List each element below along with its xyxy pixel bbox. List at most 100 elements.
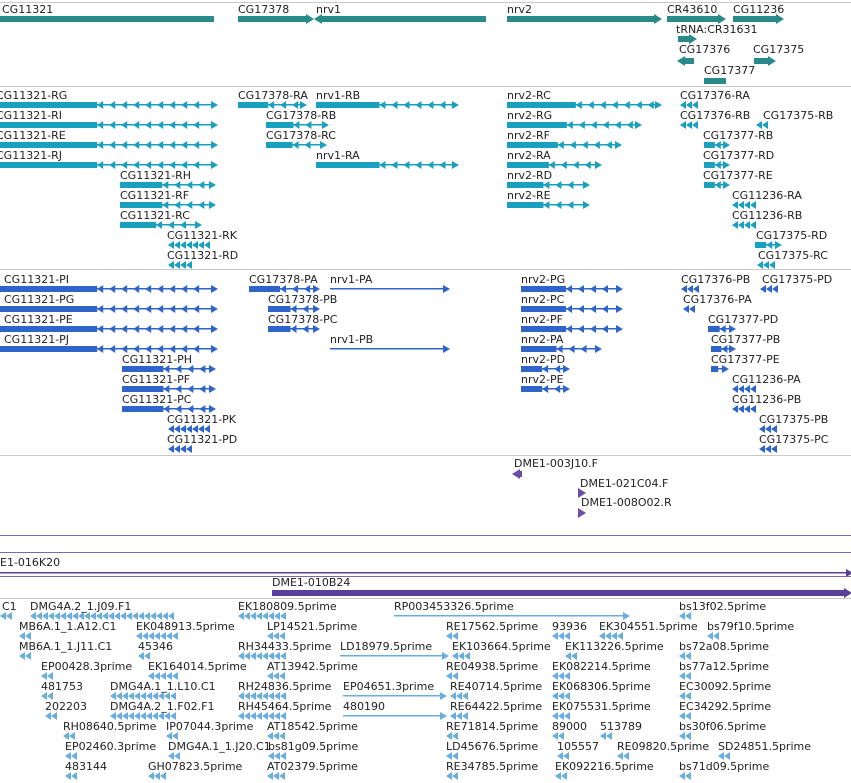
proteins-feature-label[interactable]: nrv1-PB (330, 333, 374, 346)
ests-feature-label[interactable]: bs77a12.5prime (679, 660, 769, 673)
ests-feature-glyph[interactable] (448, 711, 476, 721)
ests-feature-label[interactable]: EC34292.5prime (679, 700, 772, 713)
genes-feature-glyph[interactable] (677, 56, 700, 66)
proteins-feature-glyph[interactable] (519, 284, 627, 294)
genes-feature-label[interactable]: nrv1 (316, 3, 342, 16)
transcripts-feature-label[interactable]: nrv2-RE (507, 189, 551, 202)
ests-feature-glyph[interactable] (550, 671, 576, 681)
ests-feature-label[interactable]: EK092216.5prime (555, 760, 654, 773)
proteins-feature-glyph[interactable] (0, 284, 222, 294)
transcripts-feature-label[interactable]: CG17375-RC (758, 249, 828, 262)
ests-feature-label[interactable]: RE34785.5prime (446, 760, 539, 773)
proteins-feature-glyph[interactable] (681, 304, 701, 314)
ests-feature-label[interactable]: RE09820.5prime (617, 740, 710, 753)
ests-feature-glyph[interactable] (563, 651, 586, 661)
ests-feature-label[interactable]: SD24851.5prime (718, 740, 811, 753)
ests-feature-glyph[interactable] (553, 771, 576, 781)
proteins-feature-glyph[interactable] (166, 444, 201, 454)
proteins-feature-label[interactable]: CG11321-PJ (4, 333, 70, 346)
proteins-feature-label[interactable]: CG17375-PC (759, 433, 829, 446)
transcripts-feature-label[interactable]: CG17378-RC (266, 129, 336, 142)
genes-feature-glyph[interactable] (702, 76, 732, 86)
ests-feature-glyph[interactable] (136, 651, 156, 661)
proteins-feature-glyph[interactable] (519, 344, 606, 354)
ests-feature-label[interactable]: EP04651.3prime (343, 680, 435, 693)
proteins-feature-label[interactable]: CG17377-PE (711, 353, 780, 366)
transcripts-feature-glyph[interactable] (755, 260, 786, 270)
ests-feature-glyph[interactable] (61, 731, 82, 741)
transcripts-feature-glyph[interactable] (505, 160, 606, 170)
transcripts-feature-glyph[interactable] (678, 100, 706, 110)
ests-feature-glyph[interactable] (341, 711, 451, 721)
ests-feature-label[interactable]: RH45464.5prime (238, 700, 332, 713)
transcripts-feature-glyph[interactable] (264, 120, 333, 130)
ests-feature-label[interactable]: AT13942.5prime (267, 660, 358, 673)
ests-feature-glyph[interactable] (677, 771, 696, 781)
proteins-feature-label[interactable]: CG17376-PB (681, 273, 751, 286)
proteins-feature-glyph[interactable] (730, 404, 762, 414)
ests-feature-label[interactable]: GH07823.5prime (148, 760, 243, 773)
genes-feature-label[interactable]: CG17377 (704, 64, 756, 77)
ests-feature-label[interactable]: AT18542.5prime (267, 720, 358, 733)
proteins-feature-label[interactable]: nrv2-PF (521, 313, 563, 326)
genes-feature-label[interactable]: CG11236 (733, 3, 785, 16)
proteins-feature-label[interactable]: nrv1-PA (330, 273, 373, 286)
transcripts-feature-glyph[interactable] (730, 200, 762, 210)
proteins-feature-glyph[interactable] (679, 284, 706, 294)
proteins-feature-label[interactable]: nrv2-PG (521, 273, 566, 286)
ests-feature-glyph[interactable] (17, 631, 38, 641)
transcripts-feature-label[interactable]: nrv2-RF (507, 129, 550, 142)
ests-feature-glyph[interactable] (236, 611, 292, 621)
ests-feature-label[interactable]: bs30f06.5prime (679, 720, 767, 733)
ests-feature-label[interactable]: EK113226.5prime (565, 640, 664, 653)
proteins-feature-glyph[interactable] (0, 304, 222, 314)
ests-feature-label[interactable]: bs81g09.5prime (268, 740, 359, 753)
genes-feature-glyph[interactable] (505, 14, 666, 24)
transcripts-feature-glyph[interactable] (0, 140, 222, 150)
genes-feature-label[interactable]: tRNA:CR31631 (676, 23, 758, 36)
ests-feature-glyph[interactable] (450, 651, 476, 661)
ests-feature-label[interactable]: LD45676.5prime (446, 740, 539, 753)
ests-feature-label[interactable]: LP14521.5prime (267, 620, 358, 633)
ests-feature-glyph[interactable] (266, 751, 294, 761)
ests-feature-glyph[interactable] (0, 611, 21, 621)
transcripts-feature-glyph[interactable] (505, 180, 594, 190)
transcripts-feature-label[interactable]: nrv2-RD (507, 169, 553, 182)
ests-feature-label[interactable]: RE40714.5prime (450, 680, 543, 693)
ests-feature-glyph[interactable] (555, 751, 576, 761)
ests-feature-label[interactable]: EK082214.5prime (552, 660, 651, 673)
proteins-feature-label[interactable]: CG11321-PI (4, 273, 70, 286)
ests-feature-glyph[interactable] (677, 671, 696, 681)
proteins-feature-glyph[interactable] (519, 304, 627, 314)
ests-feature-glyph[interactable] (677, 731, 696, 741)
ests-feature-label[interactable]: 45346 (138, 640, 173, 653)
ests-feature-glyph[interactable] (28, 611, 181, 621)
transcripts-feature-label[interactable]: nrv2-RA (507, 149, 551, 162)
ests-feature-label[interactable]: DMG4A.1_1.J20.C1 (168, 740, 271, 753)
ests-feature-glyph[interactable] (677, 651, 696, 661)
transcripts-feature-label[interactable]: CG11321-RE (0, 129, 66, 142)
proteins-feature-glyph[interactable] (709, 344, 740, 354)
transcripts-feature-label[interactable]: CG17377-RE (703, 169, 773, 182)
transcripts-feature-label[interactable]: nrv2-RG (507, 109, 553, 122)
ests-feature-label[interactable]: EC30092.5prime (679, 680, 772, 693)
transcripts-feature-label[interactable]: CG17375-RB (763, 109, 834, 122)
proteins-feature-glyph[interactable] (0, 324, 222, 334)
transcripts-feature-label[interactable]: CG11321-RK (167, 229, 238, 242)
ests-feature-glyph[interactable] (392, 611, 634, 621)
ests-feature-label[interactable]: bs79f10.5prime (707, 620, 795, 633)
transcripts-feature-glyph[interactable] (753, 240, 786, 250)
transcripts-feature-glyph[interactable] (702, 140, 734, 150)
ests-feature-glyph[interactable] (265, 671, 294, 681)
proteins-feature-glyph[interactable] (266, 304, 324, 314)
ests-feature-label[interactable]: EK164014.5prime (148, 660, 247, 673)
clones-feature-label[interactable]: DME1-003J10.F (514, 457, 598, 470)
proteins-feature-label[interactable]: CG17375-PB (759, 413, 829, 426)
ests-feature-glyph[interactable] (338, 651, 453, 661)
ests-feature-glyph[interactable] (63, 771, 84, 781)
transcripts-feature-label[interactable]: CG11321-RI (0, 109, 63, 122)
genes-feature-label[interactable]: nrv2 (507, 3, 533, 16)
proteins-feature-glyph[interactable] (709, 364, 733, 374)
transcripts-feature-glyph[interactable] (118, 220, 206, 230)
ests-feature-glyph[interactable] (448, 691, 476, 701)
